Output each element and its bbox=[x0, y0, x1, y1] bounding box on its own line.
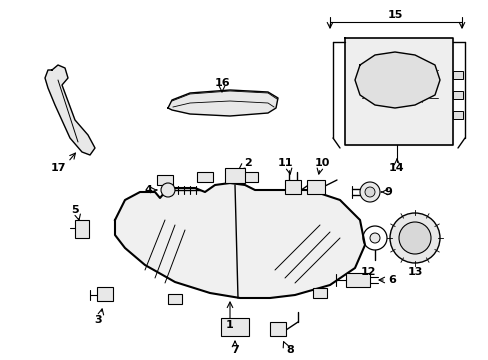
Text: 1: 1 bbox=[225, 320, 233, 330]
Text: 9: 9 bbox=[383, 187, 391, 197]
Polygon shape bbox=[345, 38, 452, 145]
Bar bbox=[242, 172, 258, 182]
Bar bbox=[224, 168, 244, 183]
Circle shape bbox=[359, 182, 379, 202]
Text: 13: 13 bbox=[407, 267, 422, 277]
Text: 5: 5 bbox=[71, 205, 79, 215]
Bar bbox=[157, 175, 173, 185]
Text: 7: 7 bbox=[231, 345, 238, 355]
Circle shape bbox=[364, 187, 374, 197]
Polygon shape bbox=[45, 65, 95, 155]
Text: 17: 17 bbox=[50, 163, 65, 173]
Bar bbox=[75, 220, 89, 238]
Text: 2: 2 bbox=[244, 158, 251, 168]
Polygon shape bbox=[168, 90, 278, 116]
Bar bbox=[221, 318, 248, 336]
Text: 4: 4 bbox=[144, 185, 152, 195]
Bar bbox=[452, 91, 462, 99]
Bar bbox=[197, 172, 213, 182]
Circle shape bbox=[161, 183, 175, 197]
Text: 10: 10 bbox=[314, 158, 329, 168]
Polygon shape bbox=[115, 183, 364, 298]
Text: 16: 16 bbox=[214, 78, 229, 88]
Text: 11: 11 bbox=[277, 158, 292, 168]
Bar bbox=[452, 71, 462, 79]
Text: 14: 14 bbox=[388, 163, 404, 173]
Text: 6: 6 bbox=[387, 275, 395, 285]
Text: 3: 3 bbox=[94, 315, 102, 325]
Bar bbox=[312, 288, 326, 298]
Circle shape bbox=[389, 213, 439, 263]
Bar bbox=[346, 273, 369, 287]
Bar bbox=[452, 111, 462, 119]
Polygon shape bbox=[354, 52, 439, 108]
Bar bbox=[285, 180, 301, 194]
Bar bbox=[97, 287, 113, 301]
Text: 15: 15 bbox=[386, 10, 402, 20]
Text: 12: 12 bbox=[360, 267, 375, 277]
Bar bbox=[306, 180, 325, 194]
Bar bbox=[168, 294, 182, 304]
Bar bbox=[269, 322, 285, 336]
Circle shape bbox=[398, 222, 430, 254]
Text: 8: 8 bbox=[285, 345, 293, 355]
Circle shape bbox=[369, 233, 379, 243]
